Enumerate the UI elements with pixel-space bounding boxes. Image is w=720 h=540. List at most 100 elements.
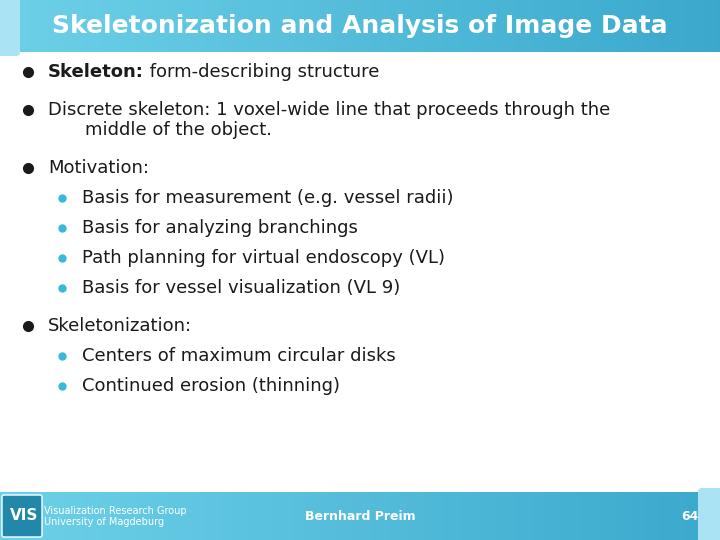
Bar [338,0,343,52]
Bar [306,492,310,540]
Bar [310,492,314,540]
Bar [162,492,166,540]
Bar [22,492,26,540]
Bar [713,492,717,540]
Bar [443,0,447,52]
Bar [706,492,710,540]
Bar [356,0,361,52]
Bar [252,0,256,52]
Bar [630,492,634,540]
Bar [598,492,602,540]
Bar [547,492,552,540]
Bar [22,0,26,52]
Bar [126,492,130,540]
Bar [695,492,699,540]
Bar [464,492,469,540]
Bar [385,0,390,52]
Bar [61,0,66,52]
Bar [641,0,645,52]
FancyBboxPatch shape [698,488,720,540]
Bar [389,492,393,540]
Bar [475,492,480,540]
Bar [83,0,87,52]
Bar [583,0,588,52]
Bar [7,0,12,52]
Bar [169,0,174,52]
Bar [58,492,62,540]
Bar [151,492,156,540]
Bar [144,492,148,540]
Bar [302,0,307,52]
Bar [587,492,591,540]
Bar [205,492,210,540]
Bar [677,0,681,52]
Bar [457,0,462,52]
Bar [137,0,141,52]
Text: Path planning for virtual endoscopy (VL): Path planning for virtual endoscopy (VL) [82,249,445,267]
Bar [680,492,685,540]
Bar [508,492,512,540]
Bar [18,492,22,540]
Bar [68,0,73,52]
Bar [324,492,328,540]
Bar [464,0,469,52]
Bar [612,492,616,540]
Bar [241,0,246,52]
Bar [65,0,69,52]
Bar [529,492,534,540]
Bar [551,0,555,52]
Bar [94,492,98,540]
Bar [40,492,44,540]
Bar [36,0,40,52]
Bar [115,492,120,540]
Bar [40,0,44,52]
Bar [608,0,613,52]
Bar [706,0,710,52]
Bar [716,492,720,540]
Bar [572,0,577,52]
Bar [490,0,494,52]
Bar [104,0,109,52]
Bar [338,492,343,540]
Bar [626,0,631,52]
Bar [536,0,541,52]
Bar [248,492,253,540]
Bar [32,492,37,540]
Bar [310,0,314,52]
Bar [11,492,15,540]
Text: University of Magdeburg: University of Magdeburg [44,517,164,527]
Bar [371,492,375,540]
Text: Skeletonization and Analysis of Image Data: Skeletonization and Analysis of Image Da… [52,14,668,38]
Bar [349,0,354,52]
Bar [576,0,580,52]
Bar [551,492,555,540]
Bar [515,492,519,540]
Bar [72,492,76,540]
Bar [320,0,325,52]
Bar [673,0,678,52]
Bar [688,0,692,52]
Bar [472,492,476,540]
Bar [594,0,598,52]
Text: Skeletonization:: Skeletonization: [48,317,192,335]
Bar [324,0,328,52]
Bar [454,492,458,540]
Bar [248,0,253,52]
Bar [346,492,350,540]
Bar [637,0,642,52]
Bar [299,492,303,540]
Bar [392,492,397,540]
Bar [263,492,267,540]
Bar [180,0,184,52]
Bar [652,492,656,540]
Bar [245,0,249,52]
Bar [684,0,688,52]
Bar [601,0,606,52]
Bar [353,492,357,540]
Bar [468,0,472,52]
Text: Visualization Research Group: Visualization Research Group [44,506,186,516]
Bar [418,0,422,52]
Bar [400,0,404,52]
Bar [662,0,667,52]
Bar [223,0,228,52]
